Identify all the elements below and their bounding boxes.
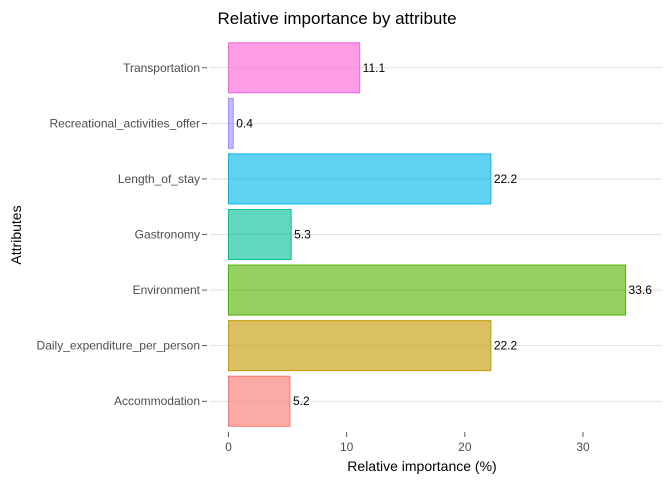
data-label: 11.1 bbox=[363, 61, 386, 75]
y-tick-label: Recreational_activities_offer bbox=[49, 116, 200, 130]
x-tick-label: 30 bbox=[576, 440, 590, 454]
chart-title: Relative importance by attribute bbox=[217, 9, 456, 28]
bar-environment bbox=[228, 264, 627, 316]
bar-length-of-stay bbox=[228, 153, 492, 205]
x-axis: 0 10 20 30 bbox=[225, 432, 590, 454]
bar-transportation bbox=[228, 42, 361, 94]
data-labels: 5.2 22.2 33.6 5.3 22.2 0.4 11.1 bbox=[236, 61, 652, 408]
y-tick-label: Daily_expenditure_per_person bbox=[37, 339, 200, 353]
bar-accommodation bbox=[228, 375, 291, 427]
y-tick-label: Environment bbox=[133, 283, 201, 297]
data-label: 22.2 bbox=[494, 172, 518, 186]
y-tick-label: Transportation bbox=[123, 61, 200, 75]
data-label: 22.2 bbox=[494, 339, 518, 353]
bar-gastronomy bbox=[228, 208, 292, 261]
x-tick-label: 0 bbox=[225, 440, 232, 454]
x-tick-label: 20 bbox=[458, 440, 472, 454]
y-tick-label: Length_of_stay bbox=[118, 172, 200, 186]
y-axis-tick-labels: Accommodation Daily_expenditure_per_perso… bbox=[37, 61, 207, 408]
bars bbox=[228, 42, 627, 427]
y-axis-title: Attributes bbox=[8, 205, 24, 264]
y-tick-label: Accommodation bbox=[114, 394, 200, 408]
bar-daily-expenditure-per-person bbox=[228, 320, 492, 372]
data-label: 5.2 bbox=[293, 394, 310, 408]
x-axis-title: Relative importance (%) bbox=[347, 458, 496, 474]
data-label: 5.3 bbox=[294, 228, 311, 242]
y-tick-label: Gastronomy bbox=[135, 228, 200, 242]
bar-recreational-activities-offer bbox=[228, 97, 234, 149]
data-label: 0.4 bbox=[236, 116, 253, 130]
data-label: 33.6 bbox=[629, 283, 653, 297]
x-tick-label: 10 bbox=[340, 440, 354, 454]
